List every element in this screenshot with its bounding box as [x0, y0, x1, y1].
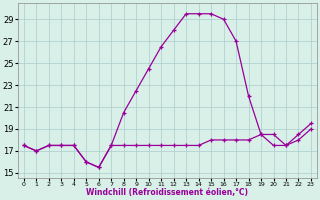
X-axis label: Windchill (Refroidissement éolien,°C): Windchill (Refroidissement éolien,°C) [86, 188, 248, 197]
